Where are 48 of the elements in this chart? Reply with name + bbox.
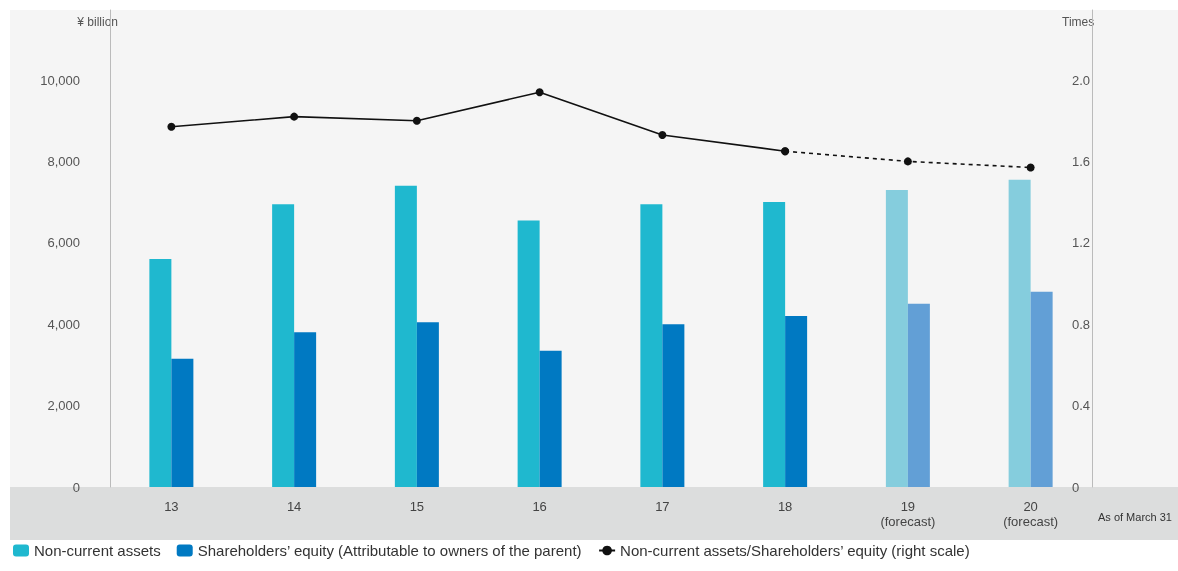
x-tick-label: 13	[164, 499, 179, 514]
bar	[1030, 291, 1053, 487]
point	[167, 122, 176, 131]
y2-tick-label: 0	[1072, 479, 1080, 495]
bar	[171, 358, 194, 487]
legend-label: Shareholders’ equity (Attributable to owners of the parent)	[197, 542, 582, 559]
y-tick-label: 4,000	[47, 316, 80, 332]
y-tick-label: 2,000	[47, 398, 80, 414]
bar	[272, 204, 295, 487]
y2-tick-label: 1.6	[1072, 153, 1091, 169]
bar	[1008, 179, 1031, 487]
bar	[907, 303, 930, 487]
point	[412, 116, 421, 125]
x-axis-title: As of March 31	[1098, 510, 1172, 523]
x-tick-label: 15	[409, 499, 425, 514]
bar	[763, 202, 786, 487]
x-tick-label: 14	[286, 499, 302, 514]
x-tick-label: 16	[532, 499, 547, 514]
x-tick-label: 17	[655, 499, 670, 514]
bar	[640, 204, 663, 487]
legend-label: Non-current assets	[34, 542, 161, 559]
bar	[149, 259, 172, 487]
y-tick-label: 6,000	[47, 235, 80, 251]
point	[1026, 163, 1035, 172]
bar	[539, 350, 562, 487]
bar	[517, 220, 540, 487]
bar	[294, 332, 317, 487]
y2-tick-label: 2.0	[1072, 72, 1091, 88]
y2-tick-label: 0.8	[1072, 316, 1091, 332]
bar	[885, 189, 908, 487]
x-tick-label: 20 (forecast)	[1003, 499, 1059, 529]
y-tick-label: 0	[72, 479, 80, 495]
y-tick-label: 8,000	[47, 153, 80, 169]
x-tick-label: 19 (forecast)	[880, 499, 936, 529]
bar	[394, 185, 417, 487]
bar	[662, 324, 685, 487]
y2-tick-label: 1.2	[1072, 235, 1091, 251]
x-tick-label: 18	[777, 499, 793, 514]
y-tick-label: 10,000	[40, 72, 80, 88]
point	[290, 112, 299, 121]
y2-axis-title: Times	[1062, 15, 1095, 29]
point	[903, 157, 912, 166]
y2-tick-label: 0.4	[1072, 398, 1091, 414]
bar	[785, 316, 808, 487]
point	[535, 88, 544, 97]
legend-label: Non-current assets/Shareholders’ equity (right scale)	[620, 542, 970, 559]
point	[658, 130, 667, 139]
bar	[416, 322, 439, 487]
